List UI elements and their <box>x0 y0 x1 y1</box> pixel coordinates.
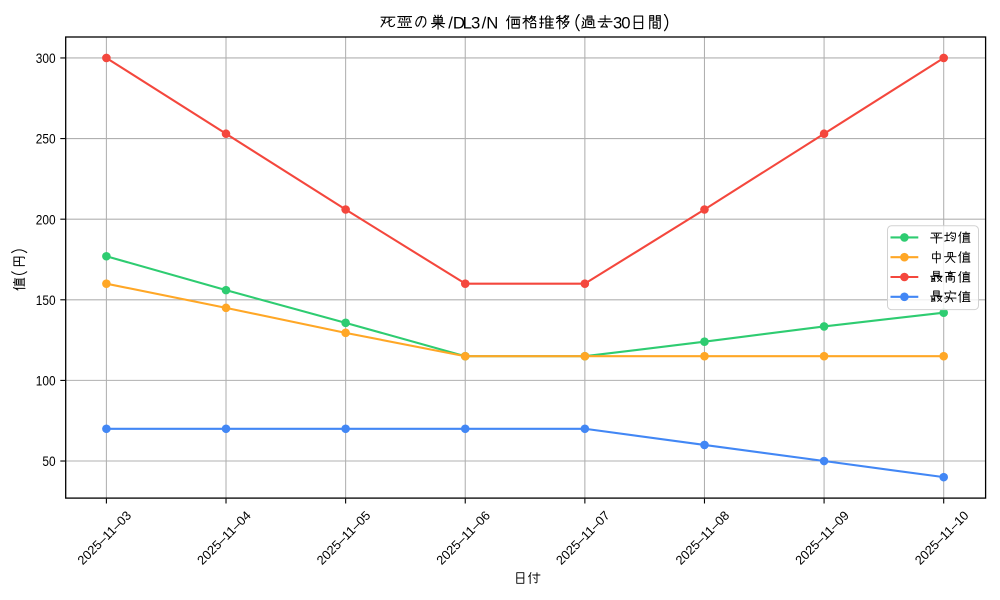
svg-text:3: 3 <box>471 13 480 32</box>
svg-text:0: 0 <box>621 13 630 32</box>
svg-text:250: 250 <box>36 132 56 148</box>
svg-text:D: D <box>453 13 465 32</box>
svg-text:N: N <box>486 13 498 32</box>
svg-text:200: 200 <box>36 212 56 228</box>
svg-text:150: 150 <box>36 293 56 309</box>
svg-text:100: 100 <box>36 374 56 390</box>
svg-text:/: / <box>482 13 487 32</box>
svg-text:3: 3 <box>613 13 622 32</box>
svg-text:300: 300 <box>36 51 56 67</box>
svg-text:50: 50 <box>42 454 55 470</box>
svg-text:L: L <box>463 13 472 32</box>
svg-text:/: / <box>448 13 453 32</box>
